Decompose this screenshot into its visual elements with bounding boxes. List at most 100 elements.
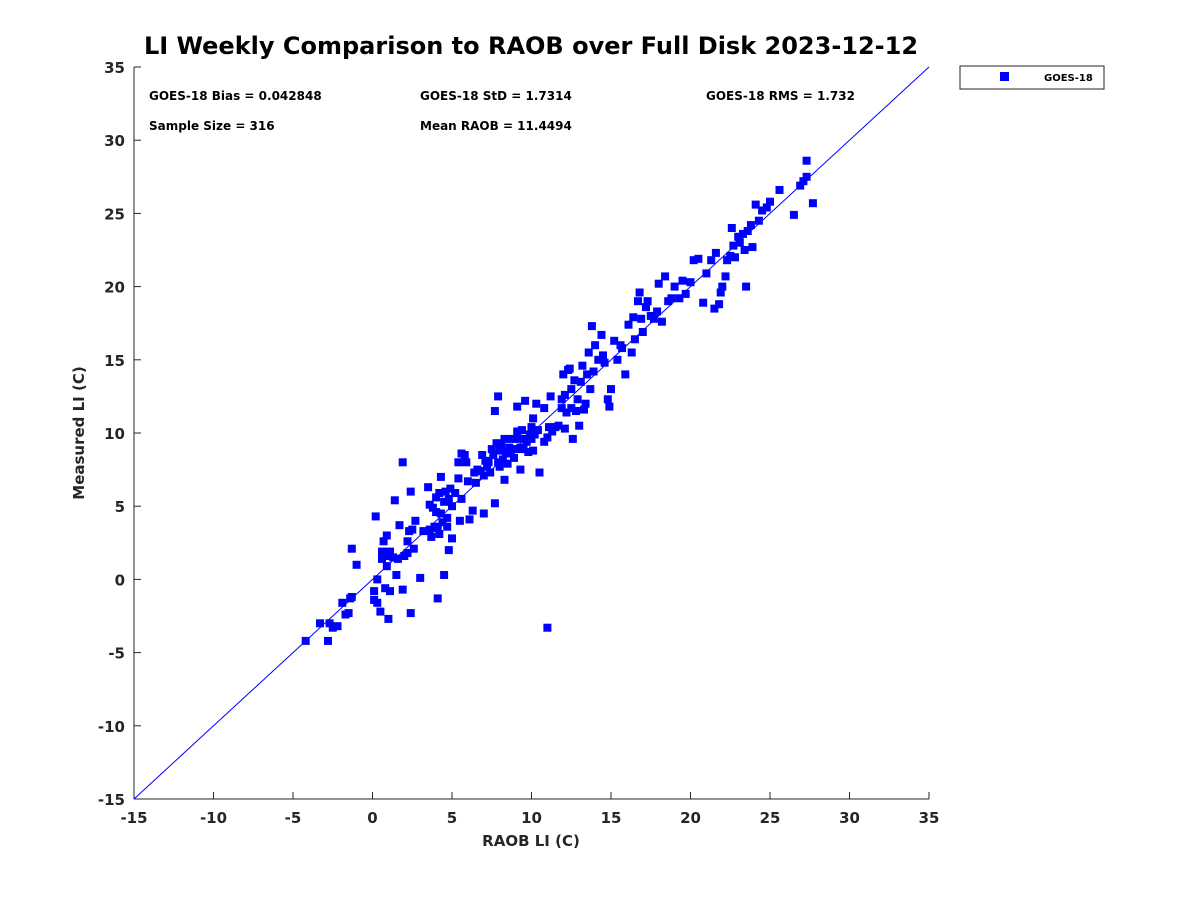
data-point [328, 623, 337, 632]
stat-mean-raob: Mean RAOB = 11.4494 [420, 119, 572, 133]
data-point [568, 434, 577, 443]
data-point [371, 512, 380, 521]
stat-std: GOES-18 StD = 1.7314 [420, 89, 572, 103]
data-point [727, 224, 736, 232]
data-point [583, 370, 592, 379]
data-point [494, 392, 503, 401]
data-point [508, 434, 517, 443]
data-point [518, 426, 526, 435]
data-point [775, 186, 784, 194]
data-point [386, 547, 394, 556]
data-point [694, 254, 703, 263]
data-point [522, 437, 531, 446]
data-point [406, 487, 415, 496]
data-point [605, 402, 614, 411]
data-point [540, 437, 549, 446]
y-tick-label: -5 [108, 645, 125, 663]
data-point [734, 232, 743, 241]
data-point [519, 445, 528, 454]
data-point [743, 227, 752, 235]
data-point [565, 364, 574, 373]
y-tick-label: 25 [104, 205, 125, 223]
data-point [524, 448, 533, 456]
x-tick-label: 10 [521, 809, 542, 827]
data-point [533, 426, 542, 435]
data-point [409, 544, 418, 553]
data-point [406, 609, 415, 618]
data-point [432, 508, 441, 517]
data-point [395, 521, 404, 530]
data-point [454, 474, 463, 483]
data-point [390, 496, 399, 505]
data-point [478, 451, 487, 459]
y-tick-label: 30 [104, 132, 125, 150]
data-point [689, 256, 698, 265]
stat-sample-size: Sample Size = 316 [149, 119, 275, 133]
data-point [457, 494, 466, 503]
data-point [448, 502, 456, 511]
data-point [433, 594, 442, 603]
data-point [621, 370, 630, 379]
data-point [386, 587, 394, 596]
data-point [376, 607, 385, 616]
x-tick-label: 0 [367, 809, 377, 827]
data-point [428, 503, 437, 512]
legend-marker-icon [1000, 72, 1009, 81]
data-point [479, 471, 488, 480]
data-point [627, 348, 636, 357]
data-point [411, 516, 420, 525]
data-point [540, 404, 549, 413]
data-point [557, 404, 566, 413]
x-tick-label: 5 [447, 809, 457, 827]
y-tick-label: 15 [104, 352, 125, 370]
data-point [338, 598, 347, 607]
data-point [796, 181, 805, 190]
data-point [599, 351, 607, 360]
data-point [576, 377, 585, 386]
data-point [389, 553, 398, 562]
data-point [516, 465, 525, 474]
data-point [455, 516, 464, 525]
x-tick-label: 20 [680, 809, 701, 827]
data-point [419, 527, 428, 536]
data-point [408, 525, 417, 534]
data-point [505, 443, 514, 452]
data-point [435, 489, 444, 497]
data-point [527, 434, 536, 443]
data-point [715, 300, 724, 309]
data-point [502, 449, 511, 458]
data-point [535, 468, 544, 477]
data-point [382, 531, 391, 540]
y-tick-label: -15 [98, 791, 125, 809]
data-point [675, 294, 684, 303]
data-point [436, 472, 445, 481]
data-point [416, 573, 425, 582]
data-point [584, 348, 593, 357]
data-point [325, 619, 334, 628]
data-point [758, 206, 767, 215]
data-point [580, 405, 588, 414]
data-point [333, 622, 342, 631]
data-point [808, 199, 817, 208]
data-point [607, 385, 615, 394]
data-point [468, 506, 477, 515]
data-point [435, 530, 444, 538]
data-point [723, 256, 732, 265]
data-point [352, 560, 361, 569]
data-point [581, 399, 590, 408]
data-point [573, 395, 582, 404]
data-point [802, 172, 811, 181]
y-tick-label: 0 [115, 571, 125, 589]
data-point [546, 392, 555, 401]
data-point [503, 459, 512, 468]
data-point [510, 453, 518, 462]
data-point [570, 376, 579, 385]
data-point [444, 494, 453, 503]
data-point [438, 518, 447, 527]
data-point [529, 446, 538, 455]
data-point [702, 269, 711, 278]
data-point [686, 278, 695, 287]
data-point [436, 509, 445, 518]
data-point [344, 609, 353, 618]
data-point [557, 395, 566, 404]
